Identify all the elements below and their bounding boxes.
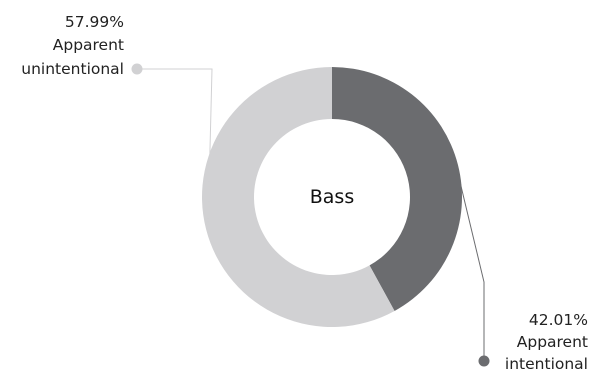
donut-slices: [201, 67, 462, 328]
slice-label-intentional-line2: intentional: [505, 355, 588, 371]
donut-center-label: Bass: [310, 186, 354, 208]
label-apparent-unintentional: 57.99% Apparent unintentional: [21, 13, 124, 78]
slice-percent-intentional: 42.01%: [529, 311, 588, 329]
leader-lines: [131, 63, 490, 367]
legend-marker-unintentional: [131, 63, 143, 75]
leader-line-intentional: [455, 165, 485, 356]
slice-percent-unintentional: 57.99%: [65, 13, 124, 31]
slice-label-unintentional-line1: Apparent: [53, 36, 124, 54]
label-apparent-intentional: 42.01% Apparent intentional: [505, 311, 588, 371]
slice-label-unintentional-line2: unintentional: [21, 60, 124, 78]
legend-marker-intentional: [478, 355, 490, 367]
donut-slice-unintentional: [201, 67, 395, 328]
donut-slice-intentional: [332, 67, 462, 311]
slice-label-intentional-line1: Apparent: [517, 333, 588, 351]
leader-line-unintentional: [142, 68, 213, 229]
